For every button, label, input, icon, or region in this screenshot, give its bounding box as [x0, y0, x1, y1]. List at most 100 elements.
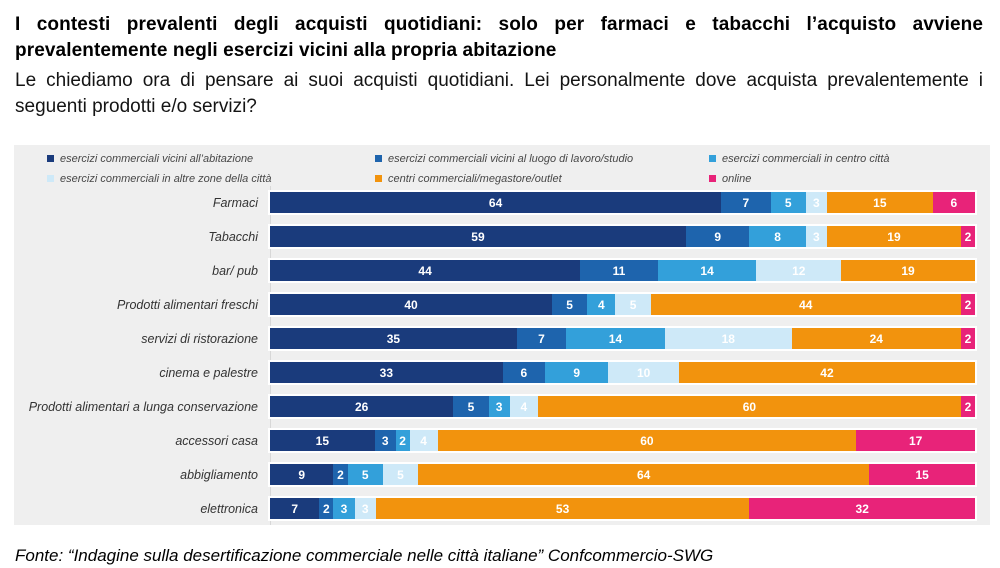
slide-title: I contesti prevalenti degli acquisti quo…: [15, 14, 983, 61]
bar-segment: 19: [826, 226, 961, 247]
bar-row: servizi di ristorazione 35 7 14 18 24 2: [14, 328, 975, 349]
legend-label: online: [722, 172, 752, 185]
bar-value-label: 5: [629, 297, 637, 312]
bar-segment: 2: [395, 430, 410, 451]
bar-row: bar/ pub 44 11 14 12 19: [14, 260, 975, 281]
chart-plot-area: Farmaci 64 7 5 3 15 6 Tabacchi 59 9 8 3 19 2 bar/ pub 4…: [14, 186, 976, 532]
bar-segment: 44: [270, 260, 581, 281]
bar-segment: 15: [826, 192, 933, 213]
bar-value-label: 5: [467, 399, 475, 414]
bar-value-label: 6: [520, 365, 528, 380]
bar-value-label: 8: [774, 229, 781, 244]
bar-segment: 9: [544, 362, 609, 383]
bar-segment: 10: [608, 362, 679, 383]
legend-item: esercizi commerciali in altre zone della…: [47, 172, 375, 185]
bar-segment: 3: [333, 498, 355, 519]
bar-segment: 3: [354, 498, 376, 519]
legend-item: centri commerciali/megastore/outlet: [375, 172, 709, 185]
bar-row: Farmaci 64 7 5 3 15 6: [14, 192, 975, 213]
bar-value-label: 19: [901, 263, 915, 278]
bar-segment: 4: [509, 396, 538, 417]
bar-value-label: 2: [337, 467, 344, 482]
bar-segment: 60: [437, 430, 857, 451]
bar-value-label: 60: [640, 433, 654, 448]
bar-segment: 60: [537, 396, 961, 417]
legend-swatch-icon: [375, 155, 382, 162]
bar-row: Tabacchi 59 9 8 3 19 2: [14, 226, 976, 247]
bar-track: 40 5 4 5 44 2: [270, 294, 975, 315]
bar-segment: 4: [409, 430, 438, 451]
bar-value-label: 64: [488, 195, 503, 210]
bar-segment: 44: [650, 294, 961, 315]
bar-value-label: 18: [721, 331, 735, 346]
bar-value-label: 4: [420, 433, 427, 448]
legend-swatch-icon: [709, 175, 716, 182]
bar-segment: 42: [678, 362, 975, 383]
category-label: servizi di ristorazione: [141, 331, 258, 346]
bar-segment: 2: [333, 464, 348, 485]
bar-segment: 5: [770, 192, 806, 213]
bar-value-label: 60: [742, 399, 757, 414]
bar-value-label: 44: [799, 297, 813, 312]
bar-segment: 14: [657, 260, 757, 281]
bar-segment: 7: [721, 192, 771, 213]
bar-track: 44 11 14 12 19: [270, 260, 975, 281]
bar-track: 33 6 9 10 42: [270, 362, 975, 383]
bar-segment: 19: [841, 260, 975, 281]
bar-segment: 2: [319, 498, 334, 519]
bar-value-label: 44: [418, 263, 432, 278]
bar-value-label: 7: [538, 331, 545, 346]
bar-value-label: 4: [520, 399, 528, 414]
bar-value-label: 42: [820, 365, 834, 380]
legend-swatch-icon: [47, 175, 54, 182]
bar-value-label: 2: [399, 433, 406, 448]
bar-segment: 12: [756, 260, 842, 281]
category-label: elettronica: [200, 501, 258, 516]
bar-row: accessori casa 15 3 2 4 60 17: [14, 430, 975, 451]
bar-value-label: 3: [340, 501, 348, 516]
legend-swatch-icon: [47, 155, 54, 162]
bar-value-label: 7: [291, 501, 299, 516]
category-label: accessori casa: [175, 433, 258, 448]
legend-item: esercizi commerciali vicini all’abitazio…: [47, 152, 375, 165]
bar-value-label: 53: [555, 501, 570, 516]
bar-segment: 7: [516, 328, 567, 349]
bar-row: cinema e palestre 33 6 9 10 42: [14, 362, 975, 383]
bar-segment: 6: [932, 192, 975, 213]
bar-segment: 17: [856, 430, 975, 451]
bar-value-label: 15: [915, 467, 929, 482]
bar-value-label: 7: [742, 195, 750, 210]
bar-value-label: 15: [315, 433, 330, 448]
bar-segment: 4: [587, 294, 616, 315]
bar-value-label: 5: [397, 467, 404, 482]
bar-value-label: 14: [608, 331, 623, 346]
bar-value-label: 2: [964, 399, 972, 414]
category-label: Farmaci: [212, 195, 258, 210]
bar-track: 7 2 3 3 53 32: [270, 498, 975, 519]
bar-segment: 40: [270, 294, 552, 315]
legend-label: esercizi commerciali vicini al luogo di …: [388, 152, 634, 165]
legend-item: esercizi commerciali vicini al luogo di …: [375, 152, 709, 165]
bar-value-label: 5: [361, 467, 369, 482]
bar-row: abbigliamento 9 2 5 5 64 15: [14, 464, 975, 485]
legend-label: centri commerciali/megastore/outlet: [388, 172, 562, 185]
bar-segment: 24: [791, 328, 961, 349]
bar-value-label: 40: [404, 297, 418, 312]
bar-segment: 2: [960, 294, 975, 315]
bar-value-label: 24: [869, 331, 883, 346]
bar-value-label: 4: [598, 297, 605, 312]
bar-segment: 3: [488, 396, 510, 417]
bar-segment: 18: [664, 328, 792, 349]
legend-swatch-icon: [709, 155, 716, 162]
source-note: Fonte: “Indagine sulla desertificazione …: [15, 546, 714, 565]
bar-value-label: 19: [887, 229, 901, 244]
bar-value-label: 35: [386, 331, 401, 346]
bar-segment: 35: [270, 328, 517, 349]
bar-value-label: 3: [381, 433, 389, 448]
bar-value-label: 9: [298, 467, 306, 482]
bar-row: elettronica 7 2 3 3 53 32: [14, 498, 975, 519]
bar-segment: 5: [347, 464, 383, 485]
slide-subtitle: Le chiediamo ora di pensare ai suoi acqu…: [15, 70, 983, 117]
bar-value-label: 9: [714, 229, 722, 244]
